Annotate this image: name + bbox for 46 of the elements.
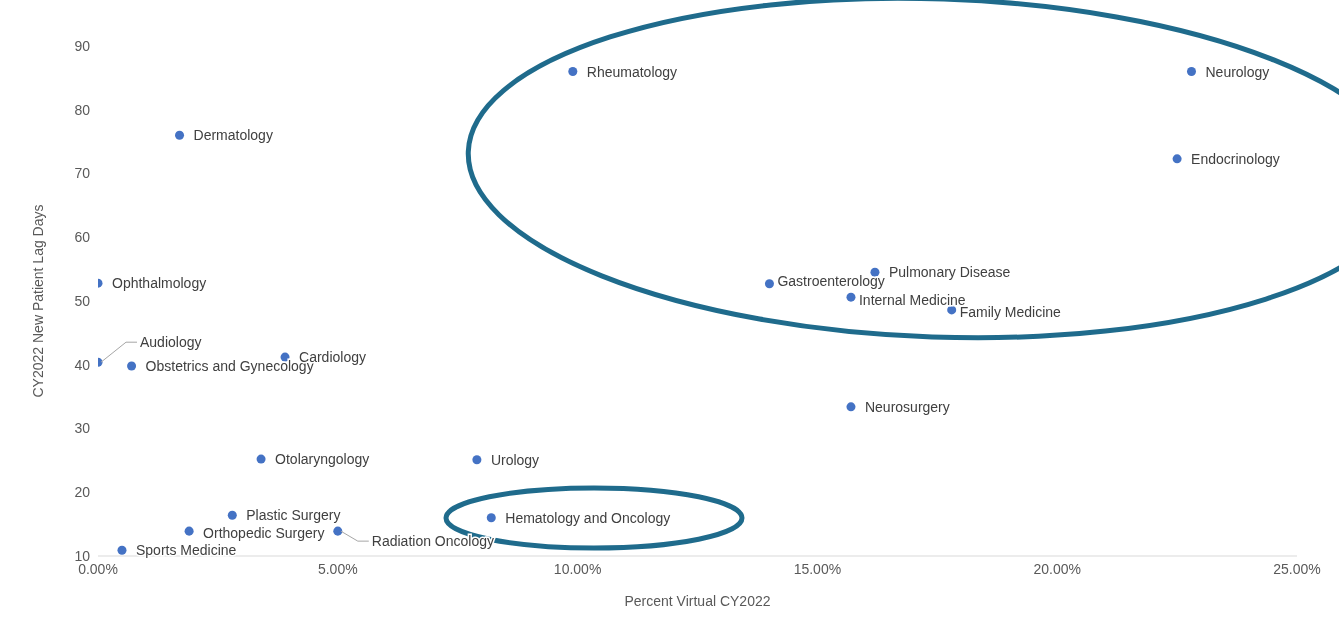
annotation: Plastic Surgery	[246, 507, 341, 524]
annotation: Urology	[490, 451, 540, 468]
x-tick-label: 10.00%	[553, 560, 602, 577]
annotation: Endocrinology	[1191, 150, 1280, 167]
annotation: Sports Medicine	[135, 542, 237, 559]
annotation: Rheumatology	[586, 63, 678, 80]
x-tick-label: 5.00%	[317, 560, 358, 577]
y-tick-label: 30	[74, 420, 91, 437]
x-tick-label: 15.00%	[793, 560, 842, 577]
point	[846, 402, 856, 412]
x-axis-title: Percent Virtual CY2022	[624, 593, 771, 609]
point	[175, 130, 185, 140]
annotation: Gastroenterology	[777, 272, 885, 289]
annotation: Ophthalmology	[112, 275, 207, 292]
point	[117, 545, 127, 555]
point	[472, 455, 482, 465]
x-tick-label: 20.00%	[1033, 560, 1081, 577]
annotation: Hematology and Oncology	[505, 509, 671, 526]
annotation: Neurology	[1205, 63, 1270, 80]
y-tick-label: 90	[74, 37, 91, 54]
y-tick-label: 50	[74, 292, 91, 309]
annotation: Orthopedic Surgery	[203, 525, 325, 542]
annotation: Radiation Oncology	[371, 533, 494, 550]
point	[256, 454, 266, 464]
y-axis-title: CY2022 New Patient Lag Days	[29, 204, 46, 398]
annotation: Pulmonary Disease	[888, 264, 1011, 281]
point	[764, 279, 774, 289]
annotation: Neurosurgery	[864, 398, 950, 415]
x-tick-label: 25.00%	[1273, 560, 1321, 577]
point	[846, 292, 856, 302]
annotation: Audiology	[140, 334, 202, 351]
y-tick-label: 80	[74, 101, 91, 118]
point	[486, 513, 496, 523]
point	[184, 526, 194, 536]
point	[127, 361, 137, 371]
y-tick-label: 20	[74, 484, 91, 501]
point	[333, 526, 343, 536]
point	[568, 66, 578, 77]
y-tick-label: 40	[74, 356, 91, 373]
point	[1172, 154, 1182, 164]
point	[227, 510, 237, 520]
y-tick-label: 70	[74, 165, 91, 182]
annotation: Otolaryngology	[275, 451, 370, 468]
point	[1186, 66, 1196, 77]
y-tick-label: 60	[74, 229, 91, 246]
annotation: Dermatology	[193, 127, 273, 144]
